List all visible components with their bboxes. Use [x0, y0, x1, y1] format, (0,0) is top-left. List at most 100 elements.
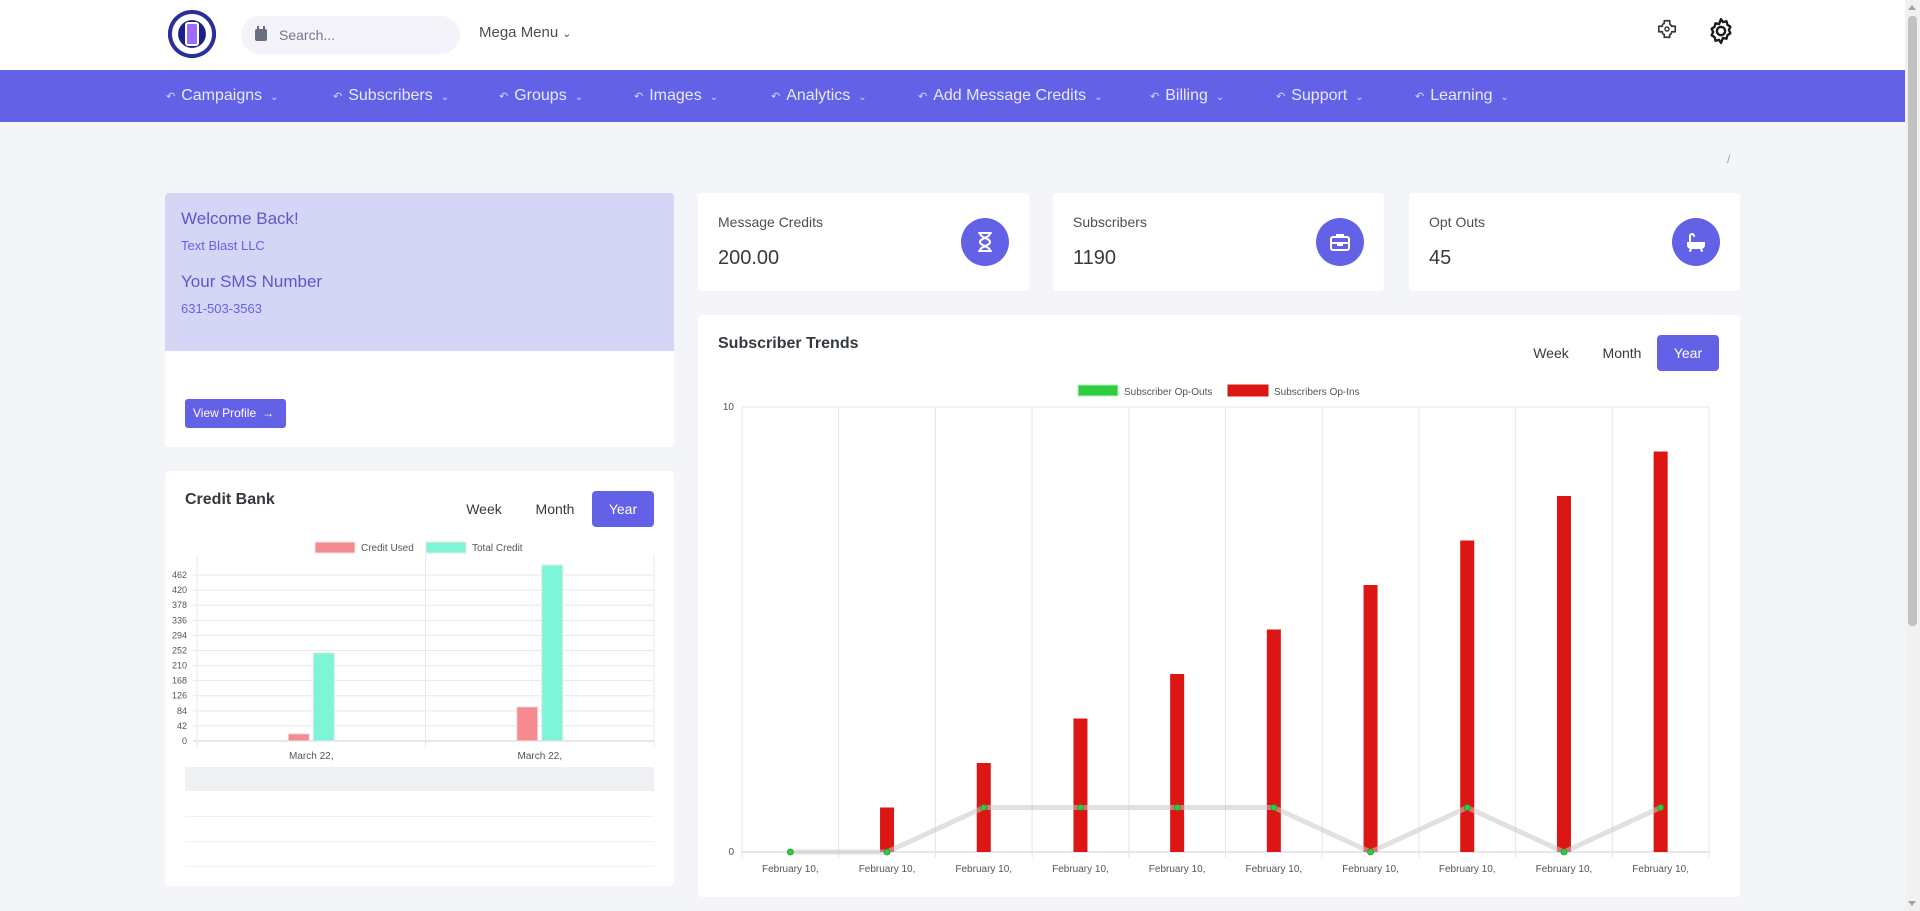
welcome-title: Welcome Back! — [181, 209, 299, 228]
briefcase-icon — [1316, 218, 1364, 266]
nav-item-campaigns[interactable]: ↶ Campaigns ⌄ — [166, 70, 279, 122]
subscriber-trends-title: Subscriber Trends — [718, 335, 859, 352]
opt-out-point — [786, 848, 794, 856]
x-tick-label: February 10, — [1149, 864, 1206, 875]
x-tick-label: February 10, — [955, 864, 1012, 875]
legend-swatch — [1227, 384, 1269, 397]
legend-label: Subscribers Op-Ins — [1274, 387, 1360, 398]
y-tick-label: 462 — [172, 570, 187, 580]
x-tick-label: February 10, — [762, 864, 819, 875]
gear-icon[interactable] — [1706, 16, 1736, 46]
credit-table-row — [185, 866, 654, 867]
reply-arrow-icon: ↶ — [634, 91, 644, 103]
nav-item-subscribers[interactable]: ↶ Subscribers ⌄ — [333, 70, 449, 122]
x-tick-label: March 22, — [518, 751, 562, 762]
x-tick-label: February 10, — [1245, 864, 1302, 875]
stat-label: Subscribers — [1073, 214, 1147, 230]
opt-in-bar — [1266, 629, 1281, 852]
period-year-button[interactable]: Year — [1657, 335, 1719, 371]
hourglass-icon — [961, 218, 1009, 266]
period-week-button[interactable]: Week — [1533, 345, 1569, 361]
puzzle-icon[interactable] — [1656, 18, 1678, 40]
scrollbar-thumb[interactable] — [1908, 16, 1917, 626]
y-tick-label: 0 — [728, 847, 734, 858]
stat-value: 45 — [1429, 247, 1452, 269]
x-tick-label: February 10, — [1052, 864, 1109, 875]
period-week-button[interactable]: Week — [466, 501, 502, 517]
nav-item-support[interactable]: ↶ Support ⌄ — [1276, 70, 1364, 122]
nav-item-analytics[interactable]: ↶ Analytics ⌄ — [771, 70, 867, 122]
scroll-down-arrow-icon[interactable] — [1908, 901, 1916, 906]
nav-item-label: Support — [1291, 87, 1348, 104]
nav-item-label: Learning — [1430, 87, 1493, 104]
y-tick-label: 10 — [723, 402, 735, 413]
chevron-down-icon: ⌄ — [1500, 92, 1509, 103]
mega-menu-label: Mega Menu — [479, 24, 559, 41]
nav-item-label: Add Message Credits — [933, 87, 1087, 104]
credit-used-bar — [516, 706, 539, 742]
opt-out-point — [980, 804, 988, 811]
legend-swatch — [314, 541, 356, 554]
opt-in-bar — [1170, 674, 1185, 852]
legend-label: Credit Used — [361, 543, 414, 554]
x-tick-label: February 10, — [1536, 864, 1593, 875]
period-month-button[interactable]: Month — [1602, 345, 1642, 361]
subscriber-trends-card: Subscriber Trends Week Month Year Subscr… — [698, 315, 1740, 897]
view-profile-button[interactable]: View Profile → — [185, 399, 286, 428]
scroll-up-arrow-icon[interactable] — [1908, 5, 1916, 10]
sms-number: 631-503-3563 — [181, 301, 262, 316]
reply-arrow-icon: ↶ — [771, 91, 781, 103]
welcome-banner: Welcome Back! Text Blast LLC Your SMS Nu… — [165, 193, 674, 351]
opt-in-bar — [880, 807, 895, 852]
credit-used-bar — [287, 733, 310, 742]
main-nav: ↶ Campaigns ⌄ ↶ Subscribers ⌄ ↶ Groups ⌄ ↶ Imag… — [0, 70, 1905, 122]
opt-out-point — [1173, 804, 1181, 811]
page-scrollbar[interactable] — [1905, 0, 1920, 911]
period-year-button[interactable]: Year — [592, 491, 654, 527]
opt-out-point — [1367, 848, 1374, 856]
reply-arrow-icon: ↶ — [1150, 91, 1160, 103]
legend-label: Subscriber Op-Outs — [1124, 387, 1212, 398]
arrow-right-icon: → — [262, 406, 275, 420]
chevron-down-icon: ⌄ — [574, 92, 584, 103]
nav-item-images[interactable]: ↶ Images ⌄ — [634, 70, 718, 122]
nav-item-label: Images — [649, 87, 702, 104]
opt-in-bar — [1363, 585, 1378, 852]
y-tick-label: 126 — [172, 691, 187, 701]
logo[interactable] — [168, 10, 216, 58]
y-tick-label: 210 — [172, 661, 187, 671]
nav-item-label: Groups — [514, 87, 567, 104]
reply-arrow-icon: ↶ — [918, 91, 928, 103]
nav-item-label: Analytics — [786, 87, 851, 104]
reply-arrow-icon: ↶ — [166, 91, 176, 103]
legend-label: Total Credit — [472, 543, 523, 554]
welcome-card: Welcome Back! Text Blast LLC Your SMS Nu… — [165, 193, 674, 447]
stat-label: Opt Outs — [1429, 214, 1486, 230]
nav-item-billing[interactable]: ↶ Billing ⌄ — [1150, 70, 1224, 122]
opt-out-point — [1560, 848, 1568, 856]
subscriber-trends-chart: Subscriber Op-Outs Subscribers Op-Ins 0 10 F… — [723, 384, 1710, 875]
reply-arrow-icon: ↶ — [333, 91, 343, 103]
stat-label: Message Credits — [718, 214, 824, 230]
chevron-down-icon: ⌄ — [1355, 92, 1364, 103]
nav-item-label: Billing — [1165, 87, 1208, 104]
mega-menu-dropdown[interactable]: Mega Menu ⌄ — [479, 24, 571, 41]
search-box[interactable] — [241, 16, 460, 54]
credit-bank-title: Credit Bank — [185, 491, 275, 508]
nav-item-label: Subscribers — [348, 87, 433, 104]
total-credit-bar — [541, 564, 564, 742]
period-month-button[interactable]: Month — [535, 501, 575, 517]
y-tick-label: 168 — [172, 676, 187, 686]
y-tick-label: 84 — [177, 706, 187, 716]
opt-out-point — [1270, 804, 1278, 811]
nav-item-learning[interactable]: ↶ Learning ⌄ — [1415, 70, 1509, 122]
y-tick-label: 294 — [172, 630, 187, 640]
x-tick-label: February 10, — [1439, 864, 1496, 875]
nav-item-add-message-credits[interactable]: ↶ Add Message Credits ⌄ — [918, 70, 1103, 122]
stat-card-subscribers: Subscribers 1190 — [1053, 193, 1384, 291]
x-tick-label: March 22, — [289, 751, 333, 762]
opt-out-point — [1077, 804, 1084, 811]
search-input[interactable] — [279, 16, 449, 54]
stat-value: 1190 — [1073, 247, 1117, 269]
nav-item-groups[interactable]: ↶ Groups ⌄ — [499, 70, 583, 122]
